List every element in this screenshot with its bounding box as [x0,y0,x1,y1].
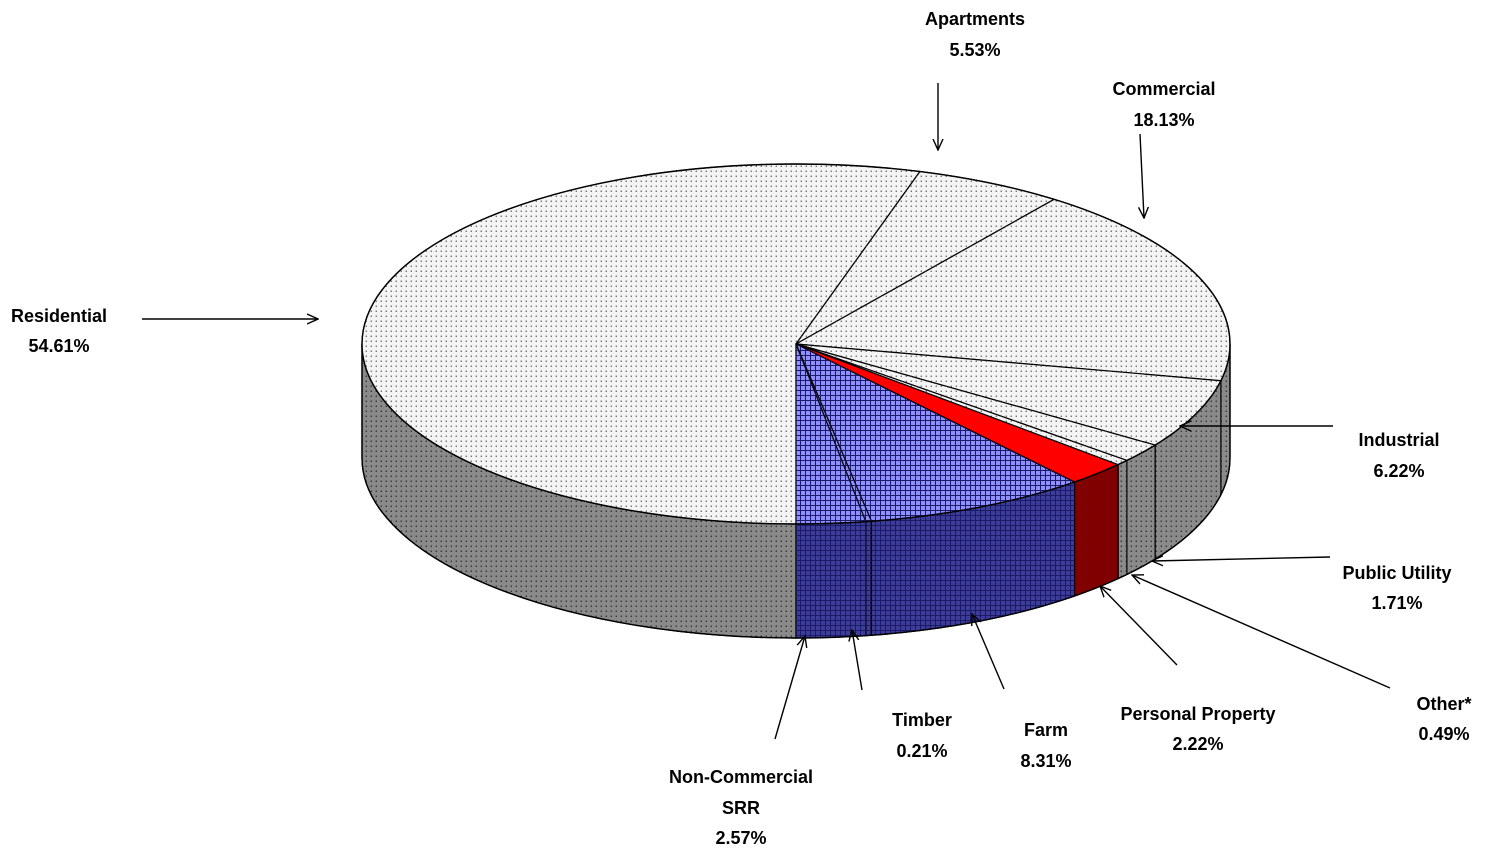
slice-value-public-utility: 1.71% [1371,593,1422,613]
slice-value-personal-property: 2.22% [1172,734,1223,754]
pie-slice-texture-timber [796,344,872,522]
slice-value-industrial: 6.22% [1373,461,1424,481]
pie-side-texture-non-commercial-srr [796,521,866,638]
leader-arrow-public-utility [1152,557,1331,561]
slice-label-public-utility: Public Utility [1342,563,1451,583]
leader-arrow-personal-property [1100,586,1178,666]
slice-value-non-commercial-srr: 2.57% [715,828,766,848]
slice-value-farm: 8.31% [1020,751,1071,771]
pie-slice-texture-apartments [796,171,1055,344]
slice-label-timber: Timber [892,710,952,730]
pie-side-texture-timber [865,521,872,636]
pie-top-outline [361,163,1231,525]
slice-label-other: Other* [1416,694,1471,714]
pie-slice-texture-non-commercial-srr [796,344,866,524]
leader-arrow-commercial [1140,133,1144,218]
slice-value-timber: 0.21% [896,741,947,761]
slice-label-commercial: Commercial [1112,79,1215,99]
pie-slice-texture-commercial [796,199,1230,381]
slice-label-personal-property: Personal Property [1120,704,1275,724]
pie-slice-texture-other [796,344,1127,465]
pie-side-personal-property [1073,464,1119,597]
pie-rim-outline [361,457,1231,639]
pie-side-texture-commercial [1220,344,1230,495]
slice-label-apartments: Apartments [925,9,1025,29]
leader-arrow-farm [972,614,1005,690]
pie-side-texture-residential [362,344,796,638]
slice-label-industrial: Industrial [1358,430,1439,450]
leader-arrow-other [1132,575,1391,689]
slice-value-apartments: 5.53% [949,40,1000,60]
slice-value-other: 0.49% [1418,724,1469,744]
slice-value-residential: 54.61% [28,336,89,356]
pie-side-texture-public-utility [1126,445,1156,575]
slice-label-residential: Residential [11,306,107,326]
pie-side-texture-farm [871,482,1075,636]
slice-label-non-commercial-srr: SRR [722,798,760,818]
slice-value-commercial: 18.13% [1133,110,1194,130]
pie-slice-texture-industrial [796,344,1221,446]
pie-side-texture-other [1118,460,1127,579]
leader-arrow-timber [852,630,863,691]
slice-label-non-commercial-srr: Non-Commercial [669,767,813,787]
pie-slice-texture-farm [796,344,1075,522]
slice-label-farm: Farm [1024,720,1068,740]
pie-slice-texture-public-utility [796,344,1156,461]
pie-slice-texture-residential [362,164,920,525]
leader-arrow-non-commercial-srr [774,636,805,740]
